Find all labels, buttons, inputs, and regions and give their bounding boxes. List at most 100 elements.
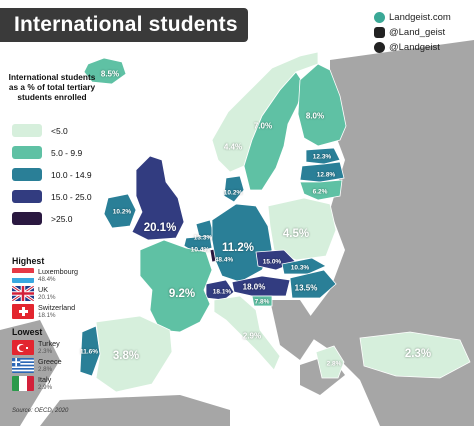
country-value-label: 10.4% — [190, 246, 210, 254]
legend-label: 5.0 - 9.9 — [51, 147, 83, 158]
country-belgium — [183, 235, 213, 253]
greece-flag-icon — [12, 358, 34, 373]
country-value: 2.9% — [38, 384, 53, 391]
country-name: Italy — [38, 375, 52, 384]
country-slovakia — [281, 257, 327, 275]
country-denmark — [223, 175, 245, 203]
legend-swatch — [12, 168, 42, 181]
switzerland-flag-icon — [12, 304, 34, 319]
country-value-label: 2.8% — [326, 360, 342, 368]
highest-item: Luxembourg 48.4% — [12, 268, 78, 284]
lowest-item: Turkey 2.3% — [12, 340, 60, 356]
country-estonia — [305, 147, 341, 165]
page-title: International students — [14, 13, 238, 36]
country-france — [139, 239, 213, 333]
country-value-label: 15.0% — [262, 258, 282, 266]
lowest-item: Italy 2.9% — [12, 376, 52, 392]
legend-item: >25.0 — [12, 212, 73, 225]
turkey-flag-icon — [12, 340, 34, 355]
country-lithuania — [299, 179, 343, 201]
country-value-label: 7.8% — [254, 298, 270, 306]
country-value: 48.4% — [38, 276, 56, 283]
brand-twitter: @Landgeist — [374, 42, 440, 53]
legend-title: International students as a % of total t… — [8, 72, 96, 102]
luxembourg-flag-icon — [12, 268, 34, 283]
country-value-label: 10.2% — [112, 208, 132, 216]
country-italy — [213, 295, 281, 371]
highest-heading: Highest — [12, 256, 45, 266]
country-name: Turkey — [38, 339, 60, 348]
lowest-heading: Lowest — [12, 327, 43, 337]
source-note: Source: OECD, 2020 — [12, 408, 69, 414]
country-value-label: 8.5% — [100, 69, 120, 79]
legend-swatch — [12, 124, 42, 137]
country-value-label: 6.2% — [312, 188, 328, 196]
brand-twitter-text: @Landgeist — [389, 42, 440, 53]
uk-flag-icon — [12, 286, 34, 301]
legend-swatch — [12, 146, 42, 159]
legend-item: 10.0 - 14.9 — [12, 168, 92, 181]
country-value-label: 7.0% — [253, 121, 273, 131]
country-ireland — [103, 193, 137, 229]
country-name: UK — [38, 285, 48, 294]
country-value-label: 13.3% — [193, 234, 213, 242]
legend-swatch — [12, 190, 42, 203]
italy-flag-icon — [12, 376, 34, 391]
country-value-label: 12.3% — [312, 153, 332, 161]
highest-item: UK 20.1% — [12, 286, 56, 302]
legend-swatch — [12, 212, 42, 225]
country-value-label: 9.2% — [168, 288, 196, 300]
highest-item: Switzerland 18.1% — [12, 304, 75, 320]
instagram-icon — [374, 27, 385, 38]
legend-label: 15.0 - 25.0 — [51, 191, 92, 202]
country-iceland — [83, 57, 127, 85]
country-uk — [131, 155, 185, 241]
country-value-label: 20.1% — [143, 222, 177, 234]
legend-item: 15.0 - 25.0 — [12, 190, 92, 203]
legend-label: <5.0 — [51, 125, 68, 136]
brand-site: Landgeist.com — [374, 12, 451, 23]
brand-instagram: @Land_geist — [374, 27, 445, 38]
country-value: 18.1% — [38, 312, 56, 319]
country-value-label: 3.8% — [112, 350, 140, 362]
brand-instagram-text: @Land_geist — [389, 27, 446, 38]
twitter-icon — [374, 42, 385, 53]
country-value-label: 2.9% — [242, 331, 262, 341]
country-value-label: 10.3% — [290, 264, 310, 272]
country-slovenia — [251, 295, 273, 307]
country-value-label: 10.2% — [223, 189, 243, 197]
country-value-label: 48.4% — [214, 256, 234, 264]
lowest-item: Greece 2.8% — [12, 358, 62, 374]
country-greece — [315, 345, 345, 379]
country-value-label: 11.6% — [79, 348, 99, 356]
country-value-label: 8.0% — [305, 111, 325, 121]
country-value: 2.8% — [38, 366, 53, 373]
country-sweden — [243, 71, 305, 191]
country-germany — [211, 203, 273, 283]
legend-item: <5.0 — [12, 124, 68, 137]
country-latvia — [299, 161, 345, 183]
country-name: Switzerland — [38, 303, 76, 312]
country-value-label: 18.1% — [212, 288, 232, 296]
country-poland — [267, 197, 337, 261]
title-banner: International students — [0, 8, 248, 42]
legend-label: 10.0 - 14.9 — [51, 169, 92, 180]
country-value-label: 11.2% — [222, 242, 254, 254]
country-portugal — [79, 325, 101, 377]
country-name: Greece — [38, 357, 62, 366]
country-value-label: 13.5% — [294, 283, 318, 293]
country-name: Luxembourg — [38, 267, 78, 276]
country-value: 2.3% — [38, 348, 53, 355]
legend-label: >25.0 — [51, 213, 73, 224]
country-value-label: 4.5% — [282, 228, 310, 240]
brand-site-text: Landgeist.com — [389, 12, 451, 23]
country-finland — [297, 63, 347, 147]
country-spain — [95, 315, 173, 393]
country-value-label: 2.3% — [404, 348, 432, 360]
country-hungary — [289, 269, 337, 299]
country-turkey — [359, 331, 471, 379]
country-value-label: 4.4% — [223, 142, 243, 152]
country-value-label: 18.0% — [242, 282, 266, 292]
